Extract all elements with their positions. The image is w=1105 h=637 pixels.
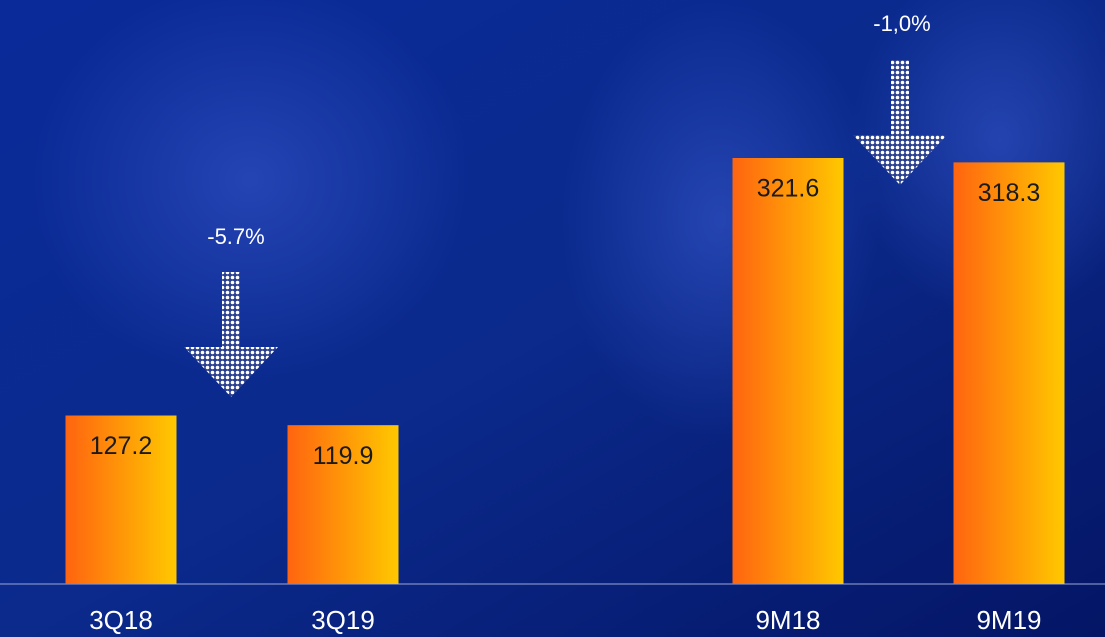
- x-tick-label: 3Q18: [89, 605, 153, 635]
- x-tick-label: 9M18: [755, 605, 820, 635]
- x-tick-label: 9M19: [976, 605, 1041, 635]
- value-label: 127.2: [90, 432, 153, 460]
- annotation: -5.7%: [207, 224, 264, 249]
- x-tick-label: 3Q19: [311, 605, 375, 635]
- value-label: 119.9: [313, 442, 374, 470]
- annotation: -1,0%: [873, 11, 930, 36]
- bar: [954, 162, 1065, 584]
- value-label: 318.3: [978, 179, 1041, 207]
- value-label: 321.6: [757, 175, 820, 203]
- chart: -5.7% -1,0% 127.2 3Q18 119.9 3Q19 321.6 9M18 3…: [0, 0, 1105, 637]
- bar: [733, 158, 844, 584]
